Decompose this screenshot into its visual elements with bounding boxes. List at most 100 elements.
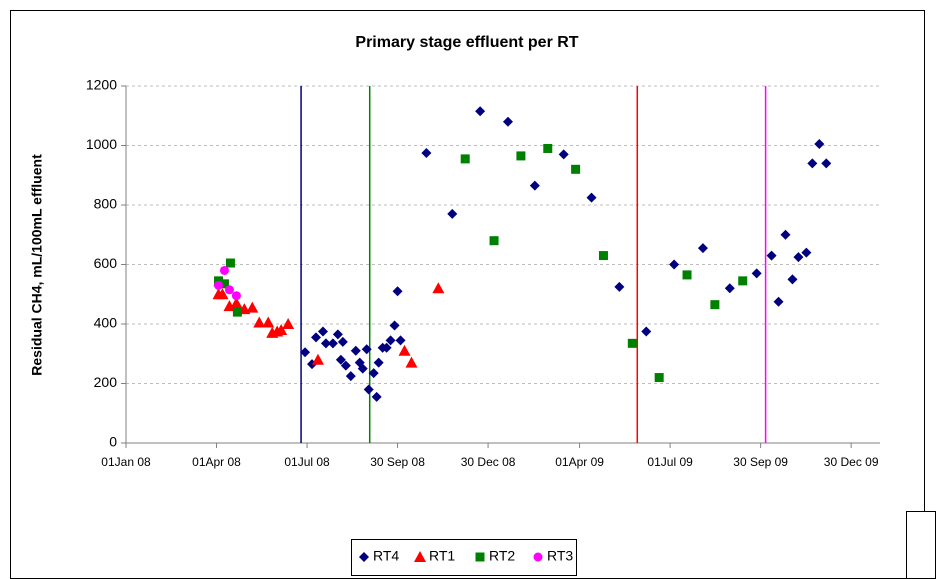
triangle-marker: [216, 288, 229, 300]
diamond-marker: [357, 363, 368, 374]
x-tick-label: 01Jan 08: [101, 455, 151, 469]
triangle-marker: [311, 353, 324, 365]
diamond-marker: [381, 342, 392, 353]
triangle-marker: [275, 323, 288, 335]
diamond-marker: [447, 208, 458, 219]
diamond-marker: [766, 250, 777, 261]
square-marker: [219, 279, 229, 289]
square-marker: [543, 143, 553, 153]
square-marker: [598, 251, 608, 261]
diamond-marker: [801, 247, 812, 258]
circle-marker: [214, 280, 224, 290]
diamond-marker: [807, 158, 818, 169]
diamond-marker: [669, 259, 680, 270]
diamond-marker: [793, 252, 804, 263]
diamond-marker: [363, 384, 374, 395]
triangle-marker: [405, 356, 418, 368]
diamond-marker: [317, 326, 328, 337]
diamond-marker: [773, 296, 784, 307]
x-tick-label: 30 Sep 08: [370, 455, 425, 469]
diamond-marker: [502, 116, 513, 127]
diamond-marker: [558, 149, 569, 160]
square-marker: [489, 236, 499, 246]
y-tick-label: 600: [94, 255, 118, 271]
diamond-marker: [814, 139, 825, 150]
x-tick-label: 01Apr 09: [555, 455, 604, 469]
diamond-marker: [335, 354, 346, 365]
chart-title: Primary stage effluent per RT: [355, 34, 578, 51]
diamond-marker: [385, 335, 396, 346]
diamond-marker: [300, 347, 311, 358]
square-marker: [475, 552, 485, 562]
square-marker: [460, 154, 470, 164]
diamond-marker: [586, 192, 597, 203]
diamond-marker: [327, 338, 338, 349]
square-marker: [232, 307, 242, 317]
diamond-marker: [475, 106, 486, 117]
x-tick-label: 30 Dec 08: [461, 455, 516, 469]
diamond-marker: [345, 371, 356, 382]
diamond-marker: [350, 345, 361, 356]
y-tick-label: 800: [94, 196, 118, 212]
diamond-marker: [340, 360, 351, 371]
triangle-marker: [398, 344, 411, 356]
square-marker: [225, 258, 235, 268]
y-tick-label: 200: [94, 374, 118, 390]
diamond-marker: [392, 286, 403, 297]
diamond-marker: [751, 268, 762, 279]
diamond-marker: [337, 336, 348, 347]
diamond-marker: [368, 368, 379, 379]
diamond-marker: [389, 320, 400, 331]
diamond-marker: [359, 552, 369, 562]
square-marker: [516, 151, 526, 161]
triangle-marker: [223, 300, 236, 312]
diamond-marker: [371, 391, 382, 402]
diamond-marker: [395, 335, 406, 346]
triangle-marker: [282, 318, 295, 329]
x-tick-label: 01Jul 09: [647, 455, 693, 469]
triangle-marker: [246, 301, 259, 313]
stray-box: [906, 511, 936, 579]
circle-marker: [224, 285, 234, 295]
x-tick-label: 30 Sep 09: [733, 455, 788, 469]
diamond-marker: [421, 147, 432, 158]
triangle-marker: [432, 282, 445, 294]
y-tick-label: 1200: [86, 77, 117, 93]
diamond-marker: [529, 180, 540, 191]
square-marker: [654, 373, 664, 383]
diamond-marker: [361, 344, 372, 355]
y-tick-label: 1000: [86, 136, 117, 152]
diamond-marker: [697, 243, 708, 254]
y-axis-label: Residual CH4, mL/100mL effluent: [29, 154, 45, 376]
x-tick-label: 01Apr 08: [192, 455, 241, 469]
triangle-marker: [230, 297, 243, 309]
square-marker: [682, 270, 692, 280]
square-marker: [627, 338, 637, 348]
chart-frame: [10, 10, 925, 579]
square-marker: [738, 276, 748, 286]
triangle-marker: [262, 316, 275, 328]
diamond-marker: [310, 332, 321, 343]
legend-label: RT3: [547, 548, 573, 564]
y-tick-label: 0: [109, 434, 117, 450]
legend-label: RT1: [429, 548, 455, 564]
legend-label: RT2: [489, 548, 515, 564]
circle-marker: [231, 291, 241, 301]
square-marker: [710, 300, 720, 310]
diamond-marker: [614, 281, 625, 292]
legend-label: RT4: [373, 548, 399, 564]
diamond-marker: [780, 229, 791, 240]
diamond-marker: [724, 283, 735, 294]
diamond-marker: [787, 274, 798, 285]
triangle-marker: [253, 316, 266, 328]
diamond-marker: [320, 338, 331, 349]
circle-marker: [533, 552, 543, 562]
x-tick-label: 01Jul 08: [284, 455, 330, 469]
diamond-marker: [821, 158, 832, 169]
x-tick-label: 30 Dec 09: [824, 455, 879, 469]
diamond-marker: [373, 357, 384, 368]
diamond-marker: [332, 329, 343, 340]
diamond-marker: [641, 326, 652, 337]
square-marker: [571, 164, 581, 174]
